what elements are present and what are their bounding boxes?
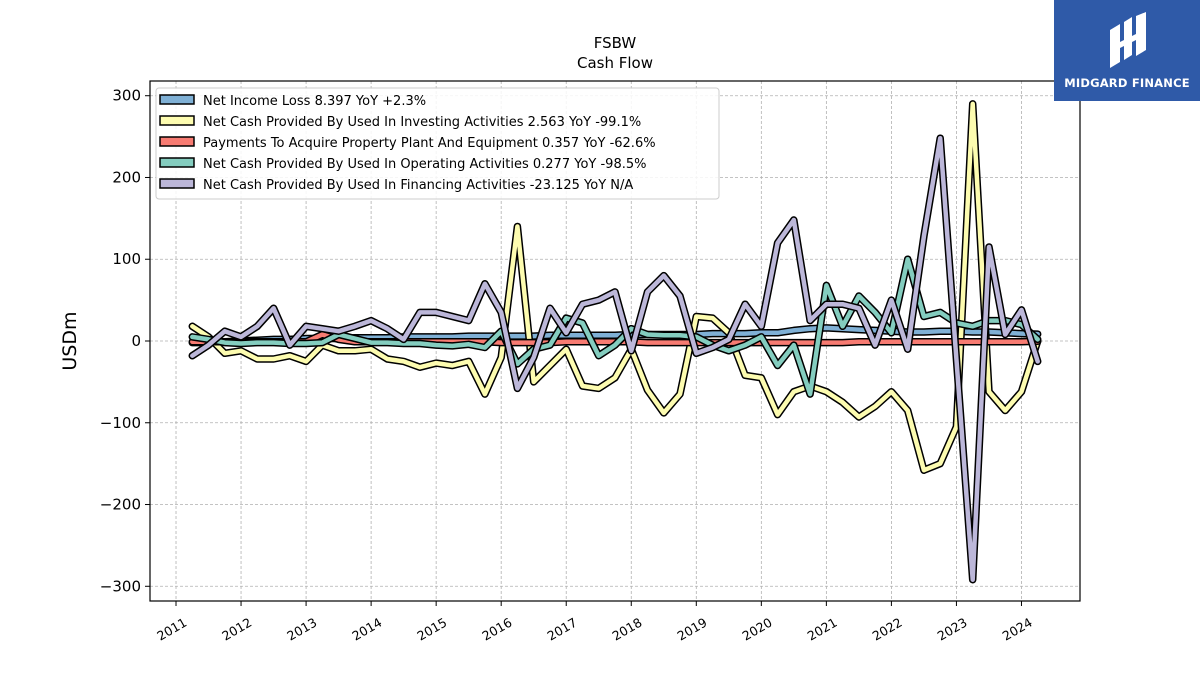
legend-entry: Net Cash Provided By Used In Investing A… xyxy=(203,115,641,130)
legend-entry: Net Cash Provided By Used In Financing A… xyxy=(203,178,633,193)
chart-title: FSBW xyxy=(594,34,637,52)
x-tick-label: 2017 xyxy=(544,615,579,644)
y-tick-label: −100 xyxy=(100,414,141,432)
legend-swatch xyxy=(159,157,195,168)
legend-swatch xyxy=(159,115,195,126)
series-lines xyxy=(188,100,1042,584)
midgard-logo-icon xyxy=(1110,11,1146,68)
x-tick-label: 2013 xyxy=(284,615,319,644)
series-4 xyxy=(188,134,1042,584)
brand-logo: MIDGARD FINANCE xyxy=(1054,0,1200,101)
legend: Net Income Loss 8.397 YoY +2.3% Net Cash … xyxy=(155,87,720,200)
legend-swatch xyxy=(159,94,195,105)
legend-entry: Payments To Acquire Property Plant And E… xyxy=(203,136,656,151)
x-tick-label: 2016 xyxy=(479,615,514,644)
legend-entry: Net Income Loss 8.397 YoY +2.3% xyxy=(203,94,426,109)
x-tick-label: 2021 xyxy=(805,615,840,644)
x-tick-label: 2024 xyxy=(1000,615,1035,644)
series-line xyxy=(190,101,1040,473)
chart-subtitle: Cash Flow xyxy=(577,54,653,72)
x-tick-label: 2015 xyxy=(414,615,449,644)
legend-entry: Net Cash Provided By Used In Operating A… xyxy=(203,157,646,172)
y-tick-label: −200 xyxy=(100,496,141,514)
brand-name: MIDGARD FINANCE xyxy=(1064,75,1190,90)
series-1 xyxy=(188,100,1042,474)
y-tick-label: 100 xyxy=(112,250,141,268)
x-tick-label: 2014 xyxy=(349,615,384,644)
series-line xyxy=(190,135,1040,582)
x-tick-label: 2023 xyxy=(935,615,970,644)
x-tick-label: 2020 xyxy=(740,615,775,644)
y-tick-label: 300 xyxy=(112,87,141,105)
legend-swatch xyxy=(159,136,195,147)
x-tick-label: 2019 xyxy=(675,615,710,644)
legend-swatch xyxy=(159,178,195,189)
y-axis-label: USDm xyxy=(59,311,81,370)
y-tick-label: 200 xyxy=(112,168,141,186)
y-tick-label: 0 xyxy=(131,332,141,350)
x-tick-label: 2018 xyxy=(609,615,644,644)
x-tick-label: 2022 xyxy=(870,615,905,644)
x-tick-label: 2011 xyxy=(154,615,189,644)
y-tick-label: −300 xyxy=(100,577,141,595)
legend-box xyxy=(155,87,720,200)
series-line-outline xyxy=(188,134,1042,584)
x-tick-label: 2012 xyxy=(219,615,254,644)
